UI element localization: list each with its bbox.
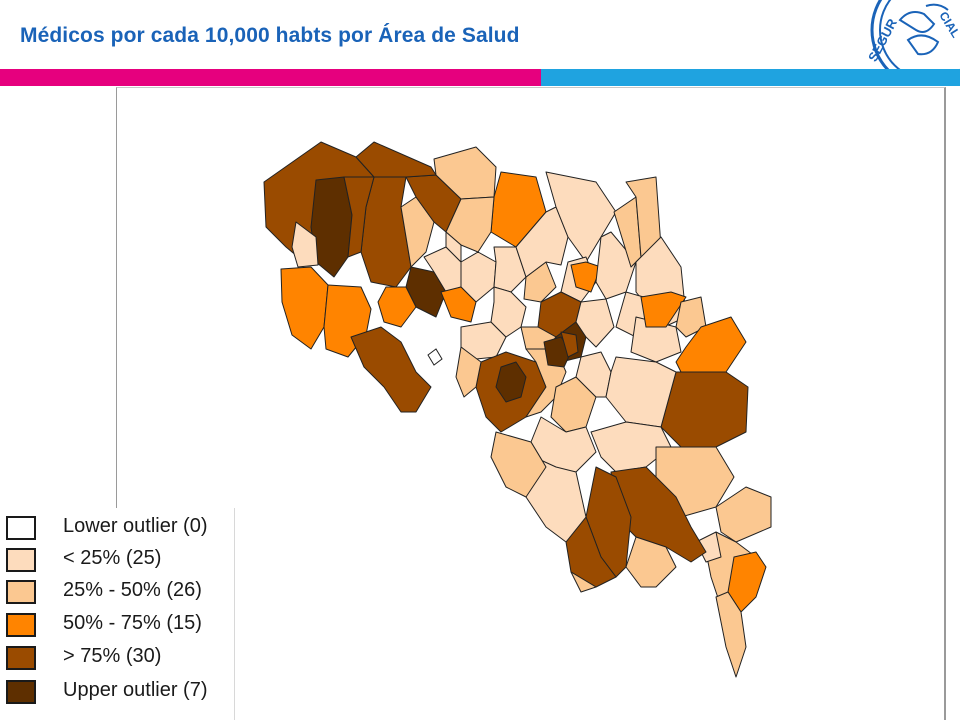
region: [455, 346, 482, 398]
region: [560, 331, 579, 358]
region: [675, 296, 707, 338]
region: [350, 326, 432, 413]
region: [377, 286, 417, 328]
legend-swatch: [6, 646, 36, 670]
region: [630, 316, 682, 363]
legend-swatch: [6, 548, 36, 572]
region: [715, 486, 772, 543]
island: [427, 348, 443, 366]
page-title: Médicos por cada 10,000 habts por Área d…: [20, 24, 520, 47]
legend-swatch: [6, 580, 36, 604]
region: [525, 456, 587, 543]
region: [291, 221, 319, 268]
legend-label: < 25% (25): [63, 547, 162, 569]
header-accent-bar-blue: [541, 69, 960, 86]
legend-label: 25% - 50% (26): [63, 579, 202, 601]
region: [490, 431, 547, 498]
region: [440, 286, 477, 323]
region: [575, 298, 615, 348]
choropleth-map: [263, 141, 772, 678]
region: [640, 291, 687, 328]
legend-swatch: [6, 613, 36, 637]
legend-label: > 75% (30): [63, 645, 162, 667]
svg-text:CIAL: CIAL: [936, 9, 960, 40]
header-accent-bar-pink: [0, 69, 541, 86]
legend-label: Upper outlier (7): [63, 679, 208, 701]
region: [490, 286, 527, 338]
svg-text:SEGUR: SEGUR: [865, 16, 900, 64]
region: [545, 171, 617, 263]
legend-label: Lower outlier (0): [63, 515, 208, 537]
region: [495, 361, 527, 403]
legend-swatch: [6, 516, 36, 540]
region: [400, 196, 435, 268]
region: [715, 591, 747, 678]
region: [570, 571, 597, 593]
map-legend: Lower outlier (0) < 25% (25) 25% - 50% (…: [0, 508, 235, 720]
ccss-logo: SEGUR CIAL: [865, 0, 960, 70]
legend-swatch: [6, 680, 36, 704]
region: [660, 371, 749, 448]
region: [280, 266, 329, 350]
legend-label: 50% - 75% (15): [63, 612, 202, 634]
